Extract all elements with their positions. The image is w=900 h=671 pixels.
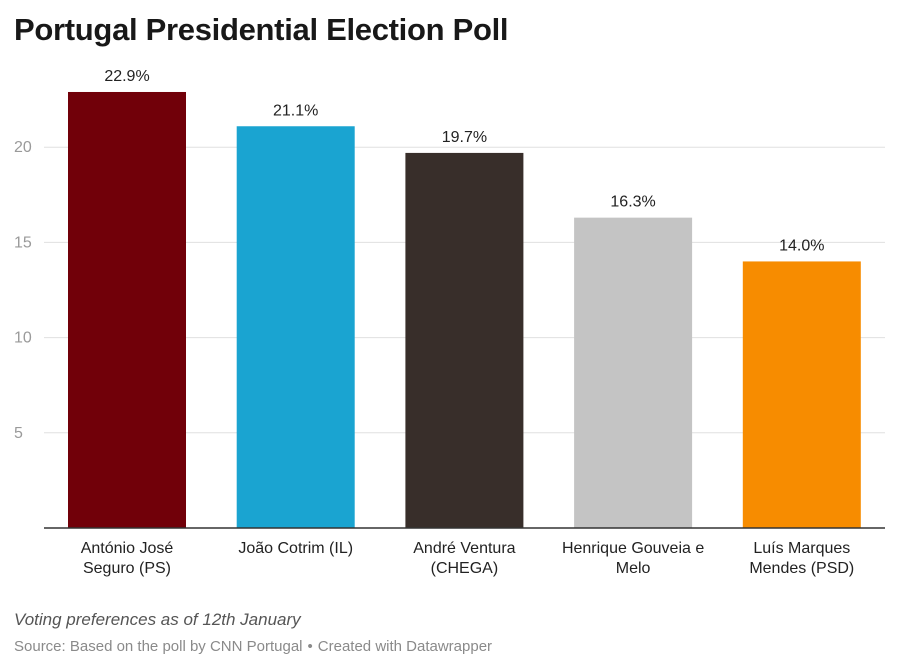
y-tick-label: 15 bbox=[14, 234, 32, 251]
value-label: 19.7% bbox=[442, 129, 487, 146]
category-label: João Cotrim (IL) bbox=[238, 540, 353, 557]
category-label: Luís Marques Mendes (PSD) bbox=[749, 540, 854, 577]
page-title: Portugal Presidential Election Poll bbox=[14, 12, 509, 47]
bar-5 bbox=[742, 261, 861, 528]
chart-note: Voting preferences as of 12th January bbox=[14, 610, 301, 629]
y-tick-label: 5 bbox=[14, 425, 23, 442]
bar-1 bbox=[68, 91, 186, 528]
category-label: António José Seguro (PS) bbox=[81, 540, 174, 577]
value-label: 22.9% bbox=[104, 68, 149, 85]
category-label: André Ventura (CHEGA) bbox=[413, 540, 515, 577]
value-label: 21.1% bbox=[273, 102, 318, 119]
source-separator: • bbox=[307, 638, 313, 655]
bars bbox=[68, 91, 861, 529]
value-label: 14.0% bbox=[779, 237, 824, 254]
bar-2 bbox=[236, 126, 355, 529]
y-axis-ticks: 5 10 15 20 bbox=[14, 139, 32, 442]
source-prefix: Source: bbox=[14, 638, 66, 655]
y-tick-label: 20 bbox=[14, 139, 32, 156]
bar-chart: 5 10 15 20 22.9% 21.1% 19.7% 16.3% 14.0% Antóni… bbox=[14, 68, 885, 577]
bar-4 bbox=[574, 217, 693, 528]
y-tick-label: 10 bbox=[14, 330, 32, 347]
category-label: Henrique Gouveia e Melo bbox=[562, 540, 704, 577]
source-credit: Created with Datawrapper bbox=[317, 638, 493, 655]
bar-3 bbox=[405, 152, 524, 529]
value-label: 16.3% bbox=[610, 194, 655, 211]
x-axis-labels: António José Seguro (PS) João Cotrim (IL) A… bbox=[81, 540, 855, 577]
source-text: Based on the poll by CNN Portugal bbox=[69, 638, 303, 655]
value-labels: 22.9% 21.1% 19.7% 16.3% 14.0% bbox=[104, 68, 824, 254]
source-line: Source: Based on the poll by CNN Portuga… bbox=[14, 638, 492, 655]
